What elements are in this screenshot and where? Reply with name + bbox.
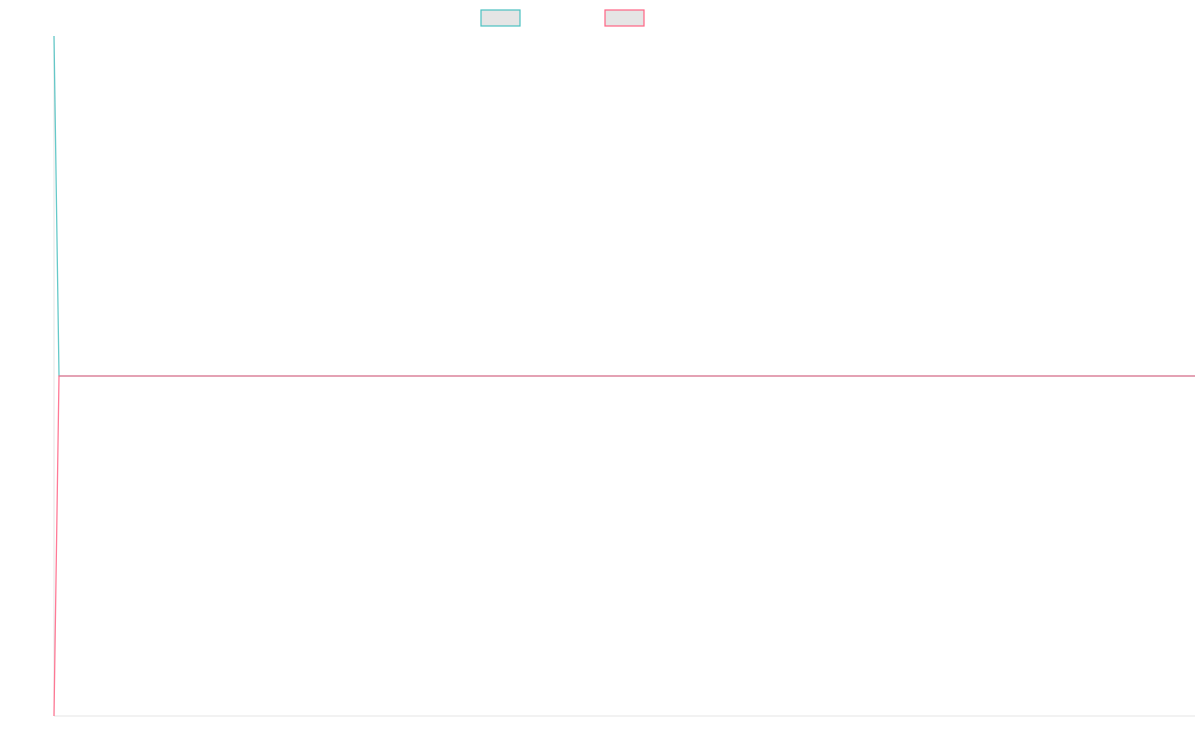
legend-swatch-2[interactable] (604, 9, 645, 27)
legend (480, 9, 645, 27)
series-line-1 (53, 35, 1195, 377)
legend-swatch-1[interactable] (480, 9, 521, 27)
series-line-2 (53, 375, 1195, 717)
